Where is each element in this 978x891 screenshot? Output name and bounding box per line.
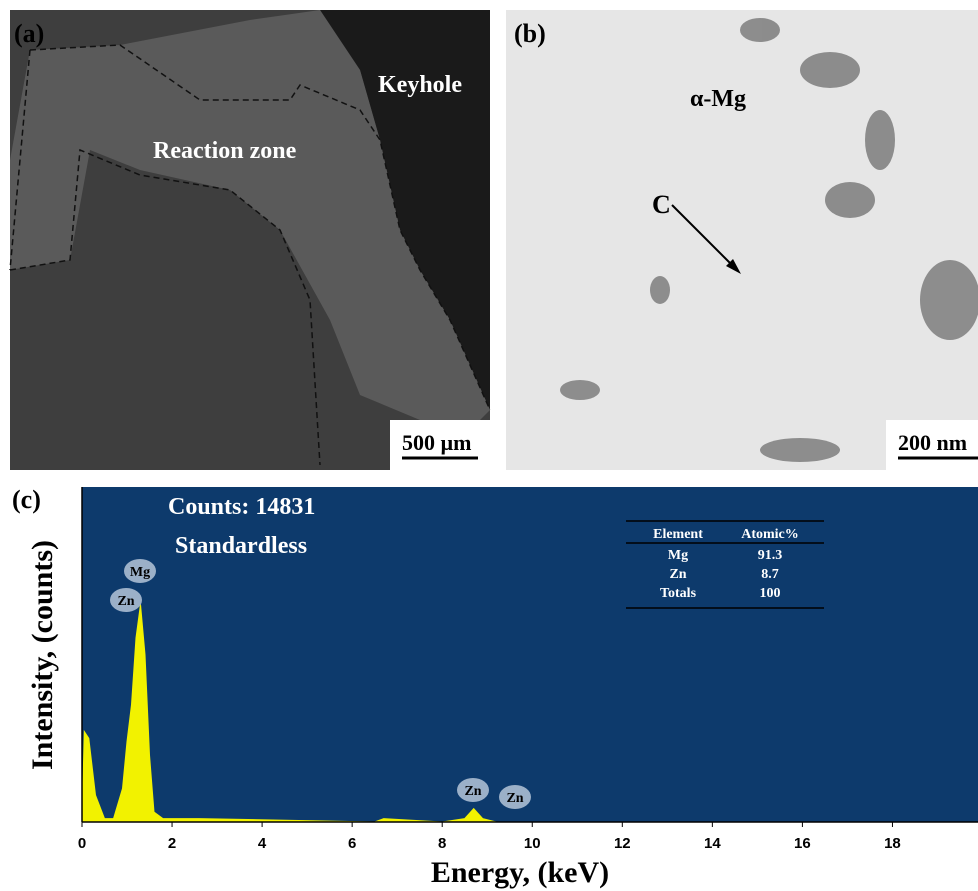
panel-label: (b) [514,19,546,48]
peak-label: Zn [117,594,134,609]
x-axis-label: Energy, (keV) [431,856,609,889]
panel-b: (b) α-Mg C 200 nm [506,10,978,470]
peak-label: Mg [130,565,150,580]
scale-bar-label: 200 nm [898,430,967,455]
annotation: Reaction zone [153,138,297,164]
panel-label: (a) [14,19,44,48]
annotation: α-Mg [690,86,746,112]
annotation: Standardless [175,533,307,559]
panel-a: (a) Keyhole Reaction zone 500 µm [10,10,490,470]
x-tick-label: 6 [348,835,356,852]
x-tick-label: 2 [168,835,176,852]
table-cell: Mg [668,548,688,563]
x-tick-label: 8 [438,835,446,852]
x-tick-label: 4 [258,835,267,852]
table-cell: 91.3 [758,548,783,563]
panel-c: (c) 0 2 4 6 8 10 12 14 16 18 Energy, (keV) Intensity… [12,485,978,889]
panel-label: (c) [12,485,41,514]
annotation: Counts: 14831 [168,494,315,520]
peak-label: Zn [506,791,523,806]
x-tick-label: 0 [78,835,86,852]
peak-label: Zn [464,784,481,799]
table-cell: 100 [760,586,781,601]
y-axis-label: Intensity, (counts) [26,540,59,770]
scale-bar-label: 500 µm [402,430,472,455]
table-header: Element [653,527,703,542]
table-cell: 8.7 [761,567,779,582]
table-cell: Zn [669,567,686,582]
table-cell: Totals [660,586,697,601]
x-tick-label: 12 [614,835,631,852]
table-header: Atomic% [741,527,799,542]
x-tick-label: 10 [524,835,541,852]
x-tick-label: 16 [794,835,811,852]
annotation: Keyhole [378,72,462,98]
micrograph [506,10,978,470]
x-tick-label: 14 [704,835,721,852]
annotation: C [652,190,671,219]
figure: (a) Keyhole Reaction zone 500 µm (b) α-M… [0,0,978,891]
x-tick-label: 18 [884,835,901,852]
